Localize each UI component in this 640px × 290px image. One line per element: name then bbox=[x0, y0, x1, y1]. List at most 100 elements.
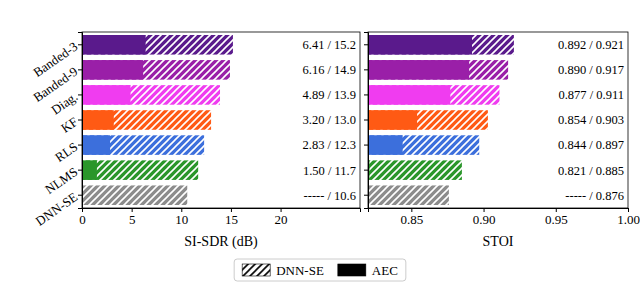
x-tick-label: 1.00 bbox=[617, 212, 640, 227]
data-label: 0.854 / 0.903 bbox=[558, 113, 624, 127]
data-label: 0.821 / 0.885 bbox=[558, 164, 624, 178]
x-tick: 0.95 bbox=[545, 208, 568, 227]
plot-frame bbox=[82, 32, 360, 208]
bar bbox=[368, 60, 508, 80]
x-tick: 0.85 bbox=[400, 208, 423, 227]
data-label: 4.89 / 13.9 bbox=[303, 88, 356, 102]
legend-label: AEC bbox=[372, 263, 398, 278]
bar bbox=[82, 35, 233, 55]
x-tick: 20 bbox=[275, 208, 288, 227]
y-tick bbox=[364, 44, 368, 45]
y-tick: NLMS bbox=[42, 164, 82, 197]
y-tick-label: KF bbox=[58, 114, 80, 136]
y-axis-line bbox=[78, 33, 83, 209]
y-tick-mark bbox=[364, 94, 368, 95]
y-tick-mark bbox=[78, 94, 82, 95]
x-tick: 15 bbox=[225, 208, 238, 227]
y-tick-mark bbox=[78, 120, 82, 121]
x-axis-line bbox=[83, 209, 361, 213]
x-tick-label: 5 bbox=[129, 212, 136, 227]
bar bbox=[82, 60, 143, 80]
x-tick-label: 0 bbox=[79, 212, 86, 227]
y-axis bbox=[364, 33, 369, 209]
bars bbox=[82, 35, 233, 205]
y-tick-label: DNN-SE bbox=[33, 189, 81, 229]
x-tick: 5 bbox=[129, 208, 136, 227]
x-tick-label: 20 bbox=[275, 212, 288, 227]
y-axis: Banded-3Banded-9Diag.KFRLSNLMSDNN-SE bbox=[30, 33, 82, 229]
plot-frame bbox=[368, 32, 628, 208]
bar bbox=[368, 135, 479, 155]
y-tick: KF bbox=[58, 114, 82, 136]
bar bbox=[368, 35, 514, 55]
x-axis: 0 5 10 15 20 bbox=[79, 208, 360, 227]
bar bbox=[368, 160, 462, 180]
bar bbox=[82, 85, 220, 105]
bar bbox=[82, 135, 110, 155]
data-label: 2.83 / 12.3 bbox=[303, 138, 356, 152]
y-tick bbox=[364, 120, 368, 121]
bar bbox=[82, 160, 198, 180]
data-label: 6.16 / 14.9 bbox=[303, 63, 356, 77]
legend-item: AEC bbox=[338, 263, 398, 278]
bar bbox=[368, 85, 450, 105]
y-tick: Diag. bbox=[48, 89, 82, 118]
y-tick: DNN-SE bbox=[33, 189, 82, 229]
data-label: 0.844 / 0.897 bbox=[558, 138, 624, 152]
bar bbox=[82, 110, 114, 130]
panel: 6.41 / 15.2 6.16 / 14.9 4.89 / 13.9 3.20 / … bbox=[30, 32, 360, 250]
bar bbox=[82, 110, 211, 130]
data-label: 0.877 / 0.911 bbox=[558, 88, 624, 102]
y-tick-mark bbox=[364, 195, 368, 196]
data-label: ----- / 0.876 bbox=[565, 189, 624, 203]
y-tick bbox=[364, 195, 368, 196]
x-tick-label: 10 bbox=[175, 212, 188, 227]
y-axis-line bbox=[364, 33, 369, 209]
bar bbox=[82, 60, 230, 80]
bar bbox=[368, 185, 449, 205]
x-axis-title: SI-SDR (dB) bbox=[184, 234, 258, 250]
legend-item: DNN-SE bbox=[242, 263, 324, 278]
y-tick-mark bbox=[78, 44, 82, 45]
x-tick-label: 15 bbox=[225, 212, 238, 227]
y-tick-label: RLS bbox=[52, 139, 80, 165]
x-tick-label: 0.95 bbox=[545, 212, 568, 227]
legend-swatch bbox=[338, 264, 366, 276]
y-tick bbox=[364, 145, 368, 146]
x-tick: 0.90 bbox=[473, 208, 496, 227]
x-tick: 1.00 bbox=[617, 208, 640, 227]
bar bbox=[368, 85, 499, 105]
y-tick-mark bbox=[364, 44, 368, 45]
legend-swatch bbox=[242, 264, 270, 276]
data-label: 6.41 / 15.2 bbox=[303, 38, 356, 52]
figure: 6.41 / 15.2 6.16 / 14.9 4.89 / 13.9 3.20 / … bbox=[0, 0, 640, 290]
bar bbox=[368, 60, 469, 80]
bar bbox=[82, 185, 187, 205]
x-axis: 0.85 0.90 0.95 1.00 bbox=[369, 208, 640, 227]
legend-box bbox=[234, 259, 406, 281]
bar bbox=[368, 135, 403, 155]
y-tick-mark bbox=[364, 69, 368, 70]
x-axis-title: STOI bbox=[483, 234, 514, 249]
bars bbox=[368, 35, 514, 205]
y-tick-mark bbox=[78, 69, 82, 70]
data-label: 3.20 / 13.0 bbox=[303, 113, 356, 127]
legend-label: DNN-SE bbox=[276, 263, 324, 278]
data-label: 0.892 / 0.921 bbox=[558, 38, 624, 52]
y-tick-mark bbox=[364, 145, 368, 146]
bar bbox=[82, 135, 204, 155]
y-tick-label: NLMS bbox=[42, 164, 80, 197]
y-tick bbox=[364, 69, 368, 70]
bar bbox=[82, 85, 131, 105]
y-tick-mark bbox=[364, 170, 368, 171]
bar bbox=[368, 110, 488, 130]
y-tick bbox=[364, 94, 368, 95]
bar bbox=[82, 35, 146, 55]
bar bbox=[368, 110, 417, 130]
bar bbox=[368, 35, 472, 55]
y-tick-mark bbox=[364, 120, 368, 121]
x-tick-label: 0.90 bbox=[473, 212, 496, 227]
x-tick: 10 bbox=[175, 208, 188, 227]
data-label: 1.50 / 11.7 bbox=[303, 164, 356, 178]
data-label: ----- / 10.6 bbox=[304, 189, 356, 203]
